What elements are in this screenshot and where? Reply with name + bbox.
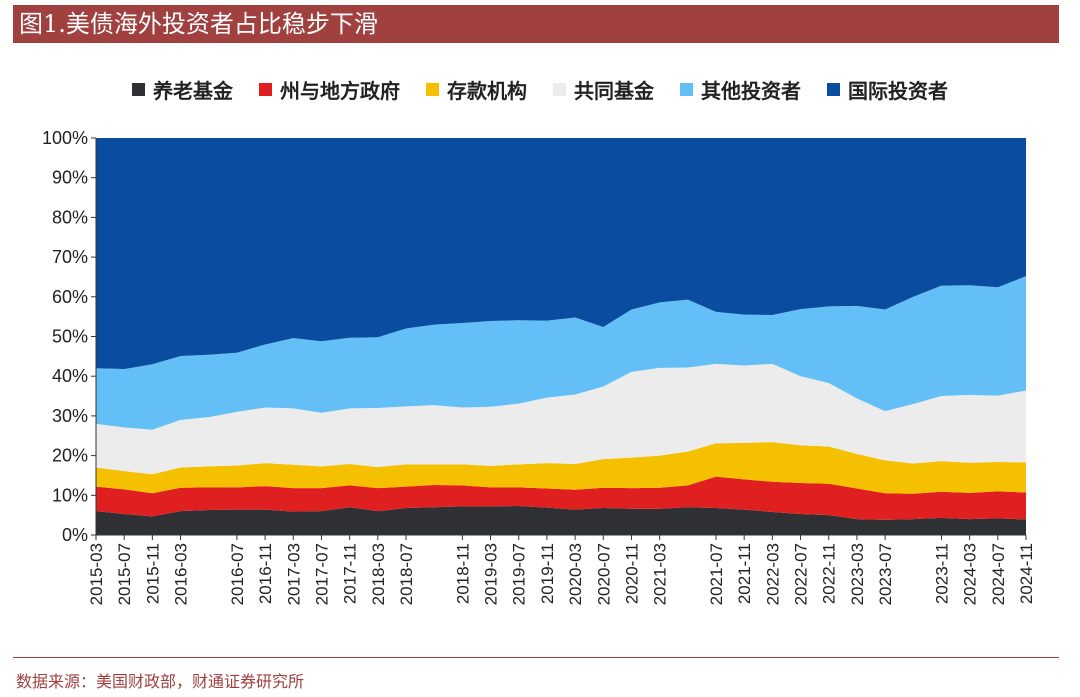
series-area-6 bbox=[96, 138, 1026, 370]
y-tick-label: 90% bbox=[52, 168, 88, 188]
series-area-3 bbox=[96, 442, 1026, 494]
x-tick-label: 2016-07 bbox=[228, 543, 247, 605]
legend-swatch bbox=[426, 82, 439, 96]
y-tick-label: 0% bbox=[62, 525, 88, 545]
footer-divider bbox=[13, 657, 1059, 658]
legend-label: 存款机构 bbox=[447, 78, 527, 103]
legend-item: 州与地方政府 bbox=[259, 75, 400, 104]
legend-label: 其他投资者 bbox=[701, 78, 801, 103]
x-tick-label: 2022-07 bbox=[792, 543, 811, 605]
x-tick-label: 2020-11 bbox=[622, 543, 641, 604]
x-tick-label: 2020-07 bbox=[594, 543, 613, 605]
legend-label: 州与地方政府 bbox=[280, 78, 400, 103]
legend-item: 养老基金 bbox=[132, 75, 233, 104]
y-tick-label: 60% bbox=[52, 287, 88, 307]
x-tick-label: 2015-11 bbox=[143, 543, 162, 604]
series-area-2 bbox=[96, 476, 1026, 520]
legend-swatch bbox=[680, 82, 693, 96]
x-tick-label: 2021-03 bbox=[651, 543, 670, 605]
x-tick-label: 2017-11 bbox=[341, 543, 360, 604]
y-tick-label: 40% bbox=[52, 366, 88, 386]
x-tick-label: 2023-11 bbox=[932, 543, 951, 604]
y-tick-label: 70% bbox=[52, 247, 88, 267]
x-tick-label: 2016-03 bbox=[172, 543, 191, 605]
legend-swatch bbox=[827, 82, 840, 96]
x-tick-label: 2021-11 bbox=[735, 543, 754, 604]
source-note: 数据来源：美国财政部，财通证券研究所 bbox=[16, 672, 305, 691]
x-tick-label: 2019-11 bbox=[538, 543, 557, 604]
x-tick-label: 2017-03 bbox=[284, 543, 303, 605]
x-tick-label: 2021-07 bbox=[707, 543, 726, 605]
x-tick-label: 2015-03 bbox=[87, 543, 106, 605]
series-area-5 bbox=[96, 276, 1026, 430]
x-tick-label: 2018-03 bbox=[369, 543, 388, 605]
y-tick-label: 10% bbox=[52, 485, 88, 505]
x-tick-label: 2023-03 bbox=[848, 543, 867, 605]
legend-item: 国际投资者 bbox=[827, 75, 948, 104]
x-tick-label: 2022-03 bbox=[763, 543, 782, 605]
x-tick-label: 2024-07 bbox=[989, 543, 1008, 605]
x-tick-label: 2023-07 bbox=[876, 543, 895, 605]
series-area-1 bbox=[96, 506, 1026, 535]
legend-label: 养老基金 bbox=[153, 78, 233, 103]
y-tick-label: 80% bbox=[52, 207, 88, 227]
x-tick-label: 2017-07 bbox=[312, 543, 331, 605]
legend-swatch bbox=[132, 82, 145, 96]
series-area-4 bbox=[96, 363, 1026, 475]
x-tick-label: 2022-11 bbox=[820, 543, 839, 604]
y-tick-label: 20% bbox=[52, 446, 88, 466]
y-tick-label: 50% bbox=[52, 327, 88, 347]
legend-swatch bbox=[553, 82, 566, 96]
legend-item: 共同基金 bbox=[553, 75, 654, 104]
legend-label: 共同基金 bbox=[574, 78, 654, 103]
x-tick-label: 2020-03 bbox=[566, 543, 585, 605]
legend-label: 国际投资者 bbox=[848, 78, 948, 103]
figure-title: 图1.美债海外投资者占比稳步下滑 bbox=[13, 5, 1059, 43]
x-tick-label: 2018-07 bbox=[397, 543, 416, 605]
legend-item: 存款机构 bbox=[426, 75, 527, 104]
chart-legend: 养老基金 州与地方政府 存款机构 共同基金 其他投资者 国际投资者 bbox=[0, 72, 1080, 106]
x-tick-label: 2015-07 bbox=[115, 543, 134, 605]
x-tick-label: 2019-07 bbox=[510, 543, 529, 605]
x-tick-label: 2018-11 bbox=[453, 543, 472, 604]
legend-item: 其他投资者 bbox=[680, 75, 801, 104]
x-tick-label: 2024-11 bbox=[1017, 543, 1036, 604]
legend-swatch bbox=[259, 82, 272, 96]
y-tick-label: 30% bbox=[52, 406, 88, 426]
x-tick-label: 2019-03 bbox=[482, 543, 501, 605]
x-tick-label: 2016-11 bbox=[256, 543, 275, 604]
y-tick-label: 100% bbox=[42, 128, 88, 148]
x-tick-label: 2024-03 bbox=[961, 543, 980, 605]
